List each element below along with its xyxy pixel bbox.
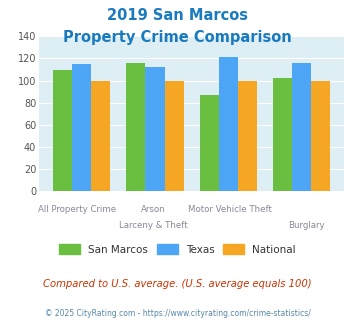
Bar	[273, 79, 292, 191]
Bar	[53, 70, 72, 191]
Text: Compared to U.S. average. (U.S. average equals 100): Compared to U.S. average. (U.S. average …	[43, 279, 312, 289]
Bar	[219, 57, 238, 191]
Bar	[200, 95, 219, 191]
Bar	[72, 64, 91, 191]
Legend: San Marcos, Texas, National: San Marcos, Texas, National	[55, 240, 300, 259]
Bar	[146, 67, 164, 191]
Text: Motor Vehicle Theft: Motor Vehicle Theft	[188, 205, 272, 214]
Text: All Property Crime: All Property Crime	[38, 205, 116, 214]
Text: 2019 San Marcos: 2019 San Marcos	[107, 8, 248, 23]
Bar	[164, 81, 184, 191]
Bar	[126, 63, 146, 191]
Text: Larceny & Theft: Larceny & Theft	[119, 221, 188, 230]
Text: Property Crime Comparison: Property Crime Comparison	[63, 30, 292, 45]
Bar	[292, 63, 311, 191]
Text: Burglary: Burglary	[288, 221, 324, 230]
Bar	[238, 81, 257, 191]
Bar	[91, 81, 110, 191]
Bar	[311, 81, 331, 191]
Text: Arson: Arson	[141, 205, 166, 214]
Text: © 2025 CityRating.com - https://www.cityrating.com/crime-statistics/: © 2025 CityRating.com - https://www.city…	[45, 309, 310, 317]
